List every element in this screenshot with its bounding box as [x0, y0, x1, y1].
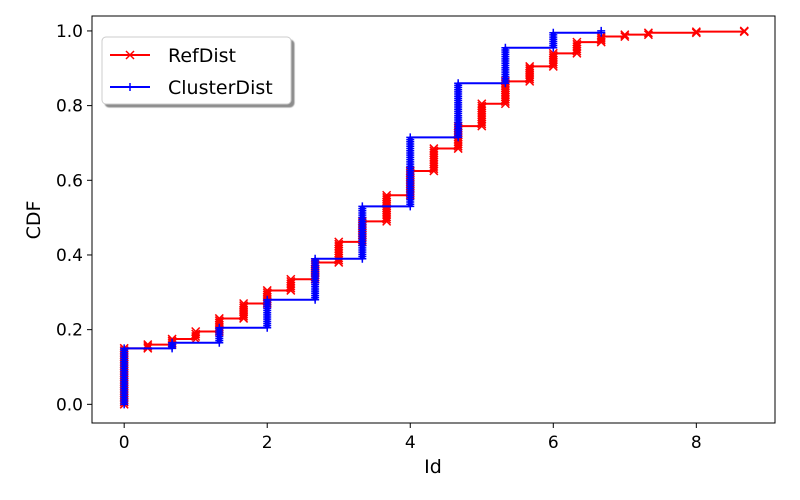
series-ClusterDist — [120, 26, 606, 409]
y-tick-label: 0.8 — [56, 97, 83, 117]
data-point-marker — [691, 28, 701, 38]
y-axis-label: CDF — [23, 201, 45, 240]
data-point-marker — [263, 295, 272, 304]
data-point-marker — [239, 303, 249, 313]
data-point-marker — [572, 37, 582, 47]
data-point-marker — [382, 190, 392, 200]
data-point-marker — [262, 288, 272, 298]
data-point-marker — [643, 28, 653, 38]
data-point-marker — [429, 146, 439, 156]
data-point-marker — [214, 313, 224, 323]
data-point-marker — [525, 66, 535, 76]
legend-marker-RefDist — [125, 50, 135, 60]
data-point-marker — [643, 30, 653, 40]
data-point-marker — [525, 70, 535, 80]
plot-frame — [91, 15, 776, 424]
data-point-marker — [548, 50, 558, 61]
data-point-marker — [596, 35, 606, 45]
y-axis: 0.0 0.2 0.4 0.6 0.8 1.0 — [56, 22, 92, 415]
data-point-marker — [525, 68, 535, 78]
data-point-marker — [262, 285, 272, 295]
data-point-marker — [572, 39, 582, 49]
data-point-marker — [620, 32, 630, 42]
series-layer — [119, 26, 749, 409]
data-point-marker — [477, 101, 487, 111]
data-point-marker — [597, 26, 606, 35]
data-point-marker — [525, 76, 535, 86]
data-point-marker — [239, 298, 249, 309]
data-point-marker — [501, 43, 510, 52]
data-point-marker — [191, 329, 201, 339]
data-point-marker — [596, 33, 606, 43]
data-point-marker — [548, 48, 558, 58]
y-tick-label: 0.0 — [56, 395, 83, 415]
data-point-marker — [168, 338, 177, 347]
data-point-marker — [382, 192, 392, 202]
x-tick-label: 8 — [691, 433, 702, 453]
x-tick-label: 6 — [548, 433, 559, 453]
data-point-marker — [549, 28, 558, 37]
x-tick-label: 2 — [262, 433, 273, 453]
data-point-marker — [239, 311, 249, 321]
data-point-marker — [525, 64, 535, 74]
data-point-marker — [620, 30, 630, 40]
x-tick-label: 0 — [119, 433, 130, 453]
data-point-marker — [429, 144, 439, 154]
data-point-marker — [239, 313, 249, 323]
x-axis: 0 2 4 6 8 — [119, 423, 702, 453]
y-tick-label: 1.0 — [56, 22, 83, 42]
x-axis-label: Id — [424, 456, 442, 478]
data-point-marker — [525, 61, 535, 71]
data-point-marker — [239, 309, 249, 319]
data-point-marker — [286, 274, 296, 284]
x-tick-label: 4 — [405, 433, 416, 453]
y-tick-label: 0.2 — [56, 321, 83, 341]
data-point-marker — [311, 254, 320, 263]
data-point-marker — [358, 202, 367, 211]
data-point-marker — [525, 74, 535, 84]
data-point-marker — [239, 301, 249, 311]
legend-marker-ClusterDist — [126, 83, 134, 91]
data-point-marker — [239, 307, 249, 317]
legend-label-RefDist: RefDist — [168, 45, 236, 67]
legend-label-ClusterDist: ClusterDist — [168, 77, 273, 99]
data-point-marker — [215, 323, 224, 332]
data-point-marker — [239, 305, 249, 315]
data-point-marker — [120, 344, 129, 353]
data-point-marker — [191, 326, 201, 337]
y-tick-label: 0.4 — [56, 246, 83, 266]
data-point-marker — [477, 99, 487, 109]
data-point-marker — [739, 26, 749, 36]
data-point-marker — [691, 27, 701, 37]
data-point-marker — [406, 133, 415, 142]
legend: RefDist ClusterDist — [101, 36, 292, 105]
data-point-marker — [454, 79, 463, 88]
data-point-marker — [214, 316, 224, 326]
data-point-marker — [525, 72, 535, 82]
y-tick-label: 0.6 — [56, 171, 83, 191]
data-point-marker — [143, 340, 153, 350]
data-point-marker — [334, 239, 344, 249]
data-point-marker — [286, 276, 296, 287]
data-point-marker — [334, 237, 344, 247]
